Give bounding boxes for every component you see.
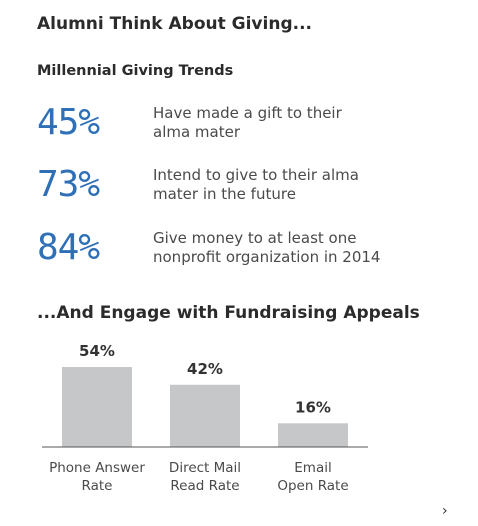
- page-subtitle: Millennial Giving Trends: [37, 63, 234, 79]
- category-label: Email: [294, 460, 331, 476]
- data-label: 42%: [187, 360, 223, 378]
- category-label: Read Rate: [170, 478, 239, 494]
- category-label: Rate: [82, 478, 113, 494]
- data-label: 16%: [295, 398, 331, 416]
- bar: [278, 423, 348, 447]
- stat-value: 84%: [37, 227, 100, 268]
- stat-item: 73% Intend to give to their alma mater i…: [37, 165, 457, 215]
- stat-value: 73%: [37, 164, 100, 205]
- stat-item: 84% Give money to at least one nonprofit…: [37, 228, 457, 278]
- category-label: Open Rate: [277, 478, 348, 494]
- bar: [170, 384, 240, 447]
- next-arrow-icon[interactable]: ›: [442, 503, 448, 519]
- stat-description: Give money to at least one nonprofit org…: [153, 229, 381, 266]
- stat-description: Have made a gift to their alma mater: [153, 104, 342, 141]
- bar-chart: 54% Phone Answer Rate 42% Direct Mail Read Ra…: [42, 342, 368, 494]
- bar: [62, 367, 132, 447]
- category-label: Phone Answer: [49, 460, 145, 476]
- stat-description: Intend to give to their alma mater in th…: [153, 166, 359, 203]
- stat-value: 45%: [37, 102, 100, 143]
- stat-item: 45% Have made a gift to their alma mater: [37, 103, 457, 153]
- page-title: Alumni Think About Giving...: [37, 14, 312, 34]
- category-label: Direct Mail: [169, 460, 241, 476]
- data-label: 54%: [79, 342, 115, 360]
- section-title: ...And Engage with Fundraising Appeals: [37, 303, 420, 323]
